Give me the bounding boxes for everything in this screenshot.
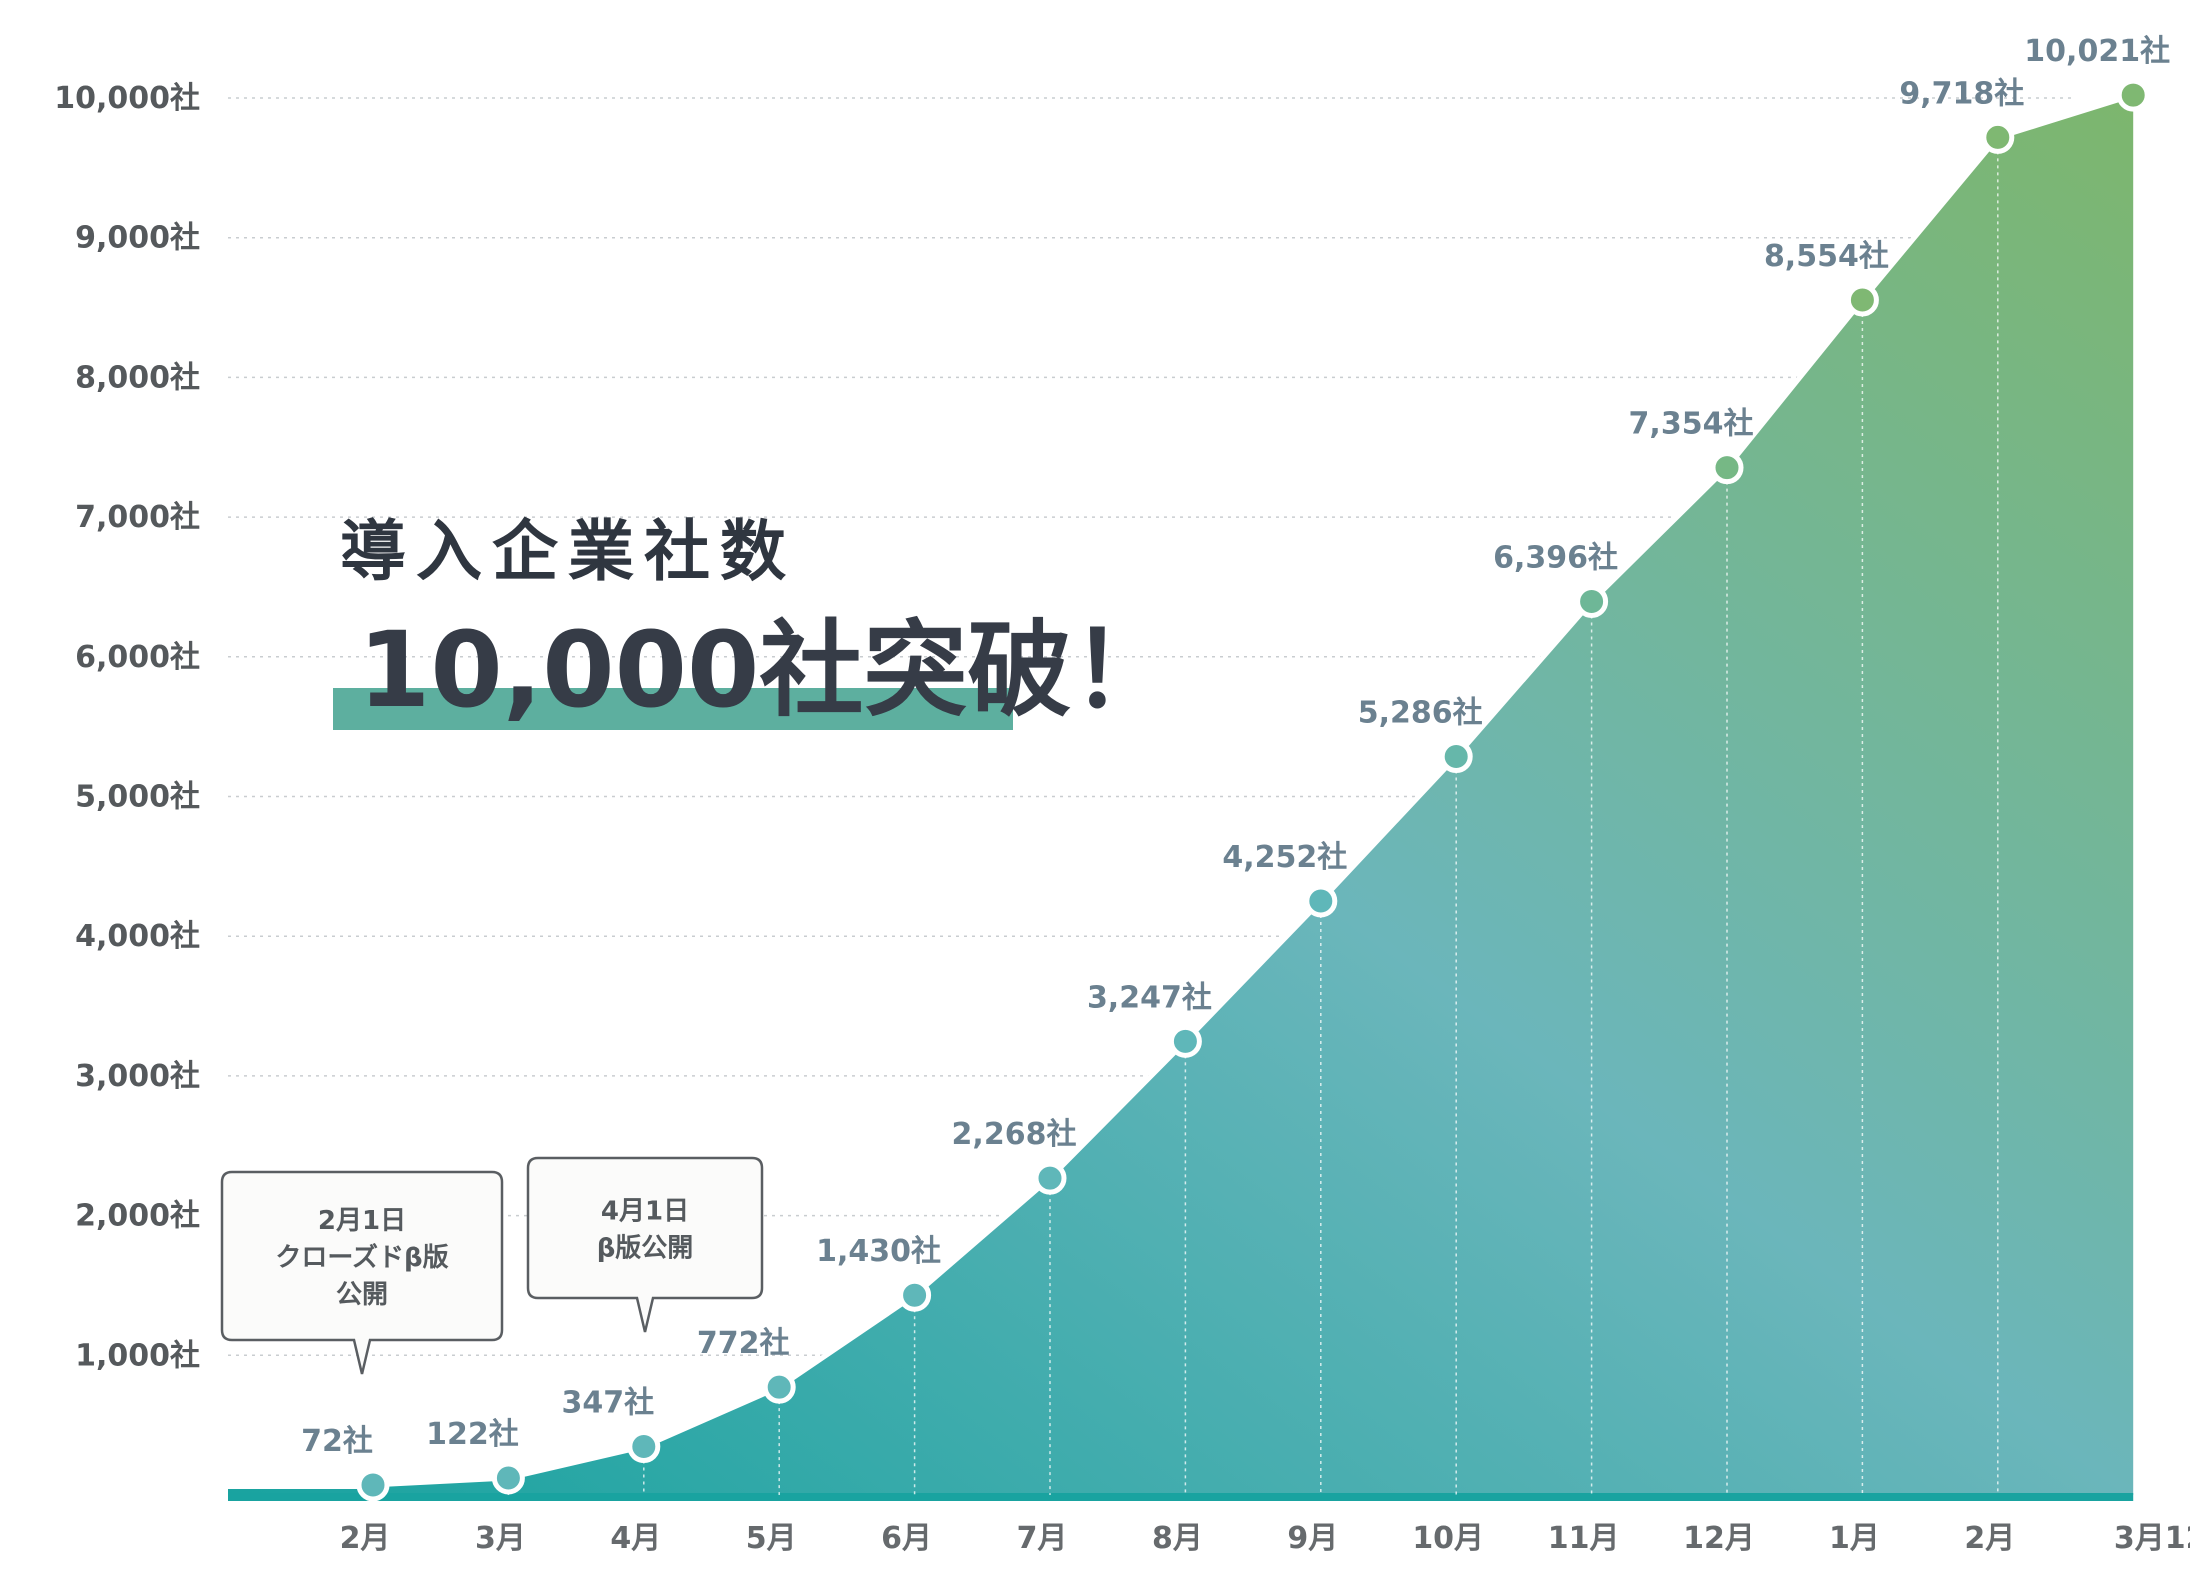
- data-label: 6,396社: [1493, 540, 1618, 575]
- x-tick-label: 11月: [1548, 1521, 1620, 1556]
- data-label: 72社: [301, 1424, 373, 1459]
- baseline: [228, 1493, 2134, 1501]
- data-label: 10,021社: [2024, 34, 2170, 69]
- y-tick-label: 4,000社: [75, 919, 200, 954]
- x-tick-label: 7月: [1017, 1521, 1068, 1556]
- series-line: [372, 92, 2134, 1488]
- y-tick-label: 3,000社: [75, 1059, 200, 1094]
- area-fill: [228, 95, 2134, 1496]
- data-point: [1845, 283, 1879, 317]
- data-point: [1304, 884, 1338, 918]
- y-tick-label: 2,000社: [75, 1199, 200, 1234]
- data-point: [1439, 740, 1473, 774]
- callout-box: [220, 1170, 504, 1375]
- y-tick-label: 8,000社: [75, 360, 200, 395]
- data-label: 772社: [697, 1326, 790, 1361]
- x-tick-label: 3月12日: [2114, 1521, 2190, 1556]
- data-point: [762, 1370, 796, 1404]
- data-point: [1575, 584, 1609, 618]
- data-label: 5,286社: [1358, 696, 1483, 731]
- headline: 導入企業社数 10,000社突破！: [333, 513, 1175, 731]
- headline-milestone: 10,000社突破！: [358, 609, 1175, 731]
- data-point: [898, 1278, 932, 1312]
- x-tick-label: 4月: [610, 1521, 661, 1556]
- x-tick-label: 9月: [1287, 1521, 1338, 1556]
- data-label: 2,268社: [952, 1117, 1077, 1152]
- data-label: 9,718社: [1899, 76, 2024, 111]
- y-tick-label: 6,000社: [75, 640, 200, 675]
- callout-text: 2月1日: [318, 1206, 406, 1236]
- x-tick-label: 1月: [1829, 1521, 1880, 1556]
- y-tick-label: 7,000社: [75, 500, 200, 535]
- callout-text: 4月1日: [601, 1197, 689, 1227]
- data-point: [627, 1430, 661, 1464]
- series-polyline: [372, 92, 2134, 1488]
- data-point: [491, 1461, 525, 1495]
- x-axis: 2月 3月 4月 5月 6月 7月 8月 9月 10月 11月 12月 1月 2月 3月12日: [340, 1521, 2190, 1556]
- data-label: 7,354社: [1629, 407, 1754, 442]
- data-label: 3,247社: [1087, 980, 1212, 1015]
- data-point: [1168, 1024, 1202, 1058]
- data-point: [1981, 120, 2015, 154]
- y-tick-label: 9,000社: [75, 221, 200, 256]
- data-points: [356, 78, 2150, 1502]
- y-tick-label: 10,000社: [54, 81, 200, 116]
- area-layer: [228, 95, 2134, 1501]
- x-tick-label: 8月: [1152, 1521, 1203, 1556]
- x-tick-label: 2月: [1964, 1521, 2015, 1556]
- headline-title: 導入企業社数: [340, 513, 796, 590]
- annotation-callout: 4月1日 β版公開: [526, 1156, 764, 1333]
- x-tick-label: 6月: [881, 1521, 932, 1556]
- data-label: 347社: [561, 1386, 654, 1421]
- x-tick-label: 3月: [475, 1521, 526, 1556]
- x-tick-label: 2月: [340, 1521, 391, 1556]
- x-tick-label: 12月: [1683, 1521, 1755, 1556]
- callout-box: [526, 1156, 764, 1333]
- y-tick-label: 1,000社: [75, 1338, 200, 1373]
- callout-text: 公開: [336, 1280, 388, 1310]
- data-point: [356, 1468, 390, 1502]
- data-labels: 72社 122社 347社 772社 1,430社 2,268社 3,247社 4,252社 5…: [301, 34, 2170, 1459]
- data-point: [1710, 451, 1744, 485]
- data-point: [1033, 1161, 1067, 1195]
- x-tick-label: 10月: [1412, 1521, 1484, 1556]
- drop-lines: [372, 151, 1999, 1499]
- x-tick-label: 5月: [746, 1521, 797, 1556]
- data-label: 1,430社: [816, 1234, 941, 1269]
- data-label: 122社: [426, 1417, 519, 1452]
- y-tick-label: 5,000社: [75, 780, 200, 815]
- callout-text: クローズドβ版: [275, 1242, 448, 1273]
- data-label: 8,554社: [1764, 239, 1889, 274]
- y-axis: 1,000社 2,000社 3,000社 4,000社 5,000社 6,000社 7,00…: [54, 81, 200, 1373]
- data-point: [2116, 78, 2150, 112]
- callout-text: β版公開: [597, 1234, 694, 1264]
- headline-underline: [333, 688, 1013, 730]
- data-label: 4,252社: [1222, 840, 1347, 875]
